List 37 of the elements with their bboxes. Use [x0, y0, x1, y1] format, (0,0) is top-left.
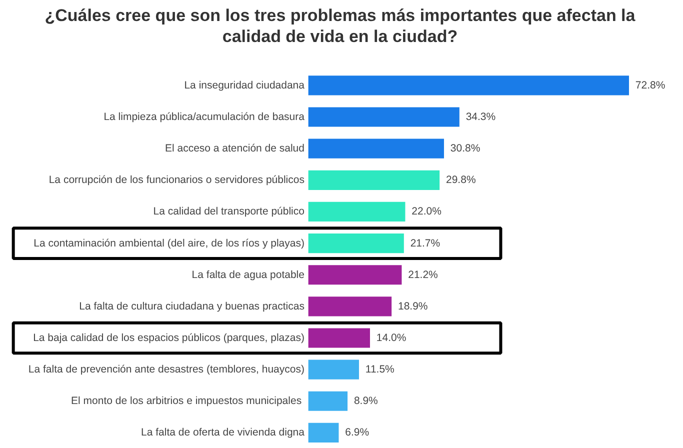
data-label: 72.8%	[635, 79, 666, 92]
data-label: 30.8%	[450, 142, 480, 155]
bar	[308, 391, 348, 411]
bar	[308, 234, 404, 254]
data-label: 14.0%	[376, 332, 406, 344]
y-tick-label: La falta de cultura ciudadana y buenas practicas	[79, 300, 304, 312]
y-tick-label: La limpieza pública/acumulación de basura	[104, 111, 305, 124]
data-label: 8.9%	[354, 395, 378, 408]
y-tick-label: La corrupción de los funcionarios o servidores públicos	[48, 174, 304, 186]
y-tick-label: La falta de prevención ante desastres (temblores, huaycos)	[28, 364, 304, 376]
bar	[308, 202, 406, 222]
bar	[308, 76, 629, 96]
bar	[308, 328, 370, 348]
y-tick-label: La falta de agua potable	[192, 268, 305, 281]
y-tick-label: La falta de oferta de vivienda digna	[141, 426, 305, 439]
data-label: 11.5%	[365, 364, 394, 376]
bar	[308, 296, 392, 316]
bar	[308, 422, 339, 442]
data-label: 18.9%	[398, 300, 428, 312]
data-label: 22.0%	[412, 206, 442, 218]
bar	[308, 360, 359, 380]
bar	[308, 138, 444, 158]
y-tick-label: El acceso a atención de salud	[164, 142, 305, 155]
bar	[308, 170, 440, 190]
data-label: 21.7%	[410, 237, 440, 250]
bar	[308, 265, 402, 285]
y-tick-label: La inseguridad ciudadana	[184, 79, 305, 92]
bar	[308, 107, 460, 127]
data-label: 29.8%	[446, 174, 476, 186]
data-label: 21.2%	[408, 268, 438, 281]
chart-title: ¿Cuáles cree que son los tres problemas más importantes que afectan la calidad de vida en la ciudad?	[44, 5, 636, 48]
y-tick-label: La calidad del transporte público	[153, 206, 305, 218]
data-label: 34.3%	[466, 111, 496, 124]
y-tick-label: El monto de los arbitrios e impuestos municipales	[71, 395, 302, 408]
y-tick-label: La contaminación ambiental (del aire, de los ríos y playas)	[34, 237, 304, 250]
data-label: 6.9%	[345, 426, 370, 439]
y-tick-label: La baja calidad de los espacios públicos (parques, plazas)	[33, 332, 304, 344]
